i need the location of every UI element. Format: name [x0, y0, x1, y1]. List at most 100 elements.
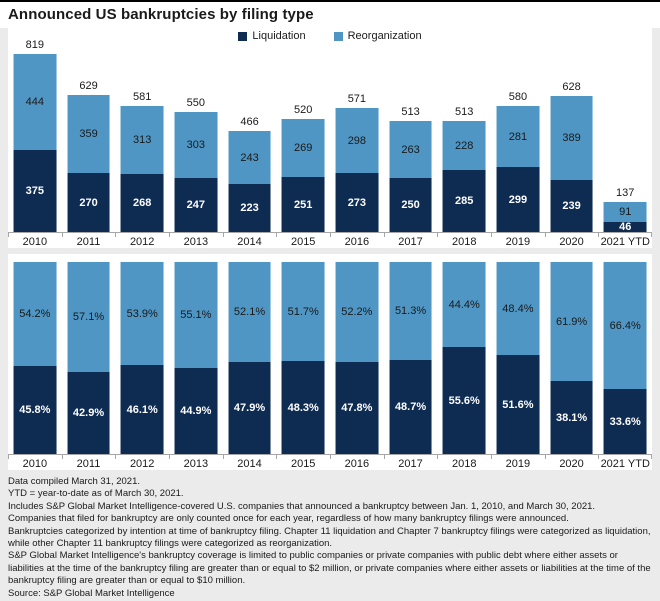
liquidation-value-label: 48.7% [394, 401, 427, 413]
liquidation-value-label: 270 [79, 196, 98, 209]
x-axis-label-2012: 2012 [129, 458, 155, 470]
page-title: Announced US bankruptcies by filing type [8, 6, 314, 23]
reorganization-value-label: 54.2% [19, 308, 51, 320]
liquidation-segment [281, 361, 325, 454]
axis-tick [330, 455, 331, 459]
reorganization-segment [67, 95, 110, 173]
reorganization-value-label: 51.3% [394, 305, 427, 317]
x-axis-label-2012: 2012 [129, 236, 155, 248]
liquidation-segment [228, 184, 271, 232]
liquidation-value-label: 223 [240, 202, 259, 214]
axis-tick [598, 455, 600, 459]
reorganization-value-label: 444 [25, 96, 45, 108]
x-axis-label-2010: 2010 [22, 236, 48, 248]
axis-tick [491, 233, 492, 237]
liquidation-value-label: 250 [401, 199, 420, 211]
stacked-bar [13, 262, 57, 454]
total-value-label: 571 [347, 93, 367, 105]
total-value-label: 628 [562, 81, 581, 93]
total-value-label: 520 [294, 104, 313, 116]
stacked-bar [603, 262, 647, 454]
liquidation-value-label: 55.6% [448, 394, 480, 407]
header: Announced US bankruptcies by filing type [0, 2, 660, 28]
counts-x-axis: 2010 2011 2012 2013 2014 2015 2016 2017 2018 2019… [8, 232, 652, 248]
liquidation-segment [550, 180, 594, 232]
stacked-bar [389, 121, 432, 232]
liquidation-segment [120, 365, 164, 454]
total-value-label: 513 [455, 106, 474, 118]
total-value-label: 513 [401, 106, 420, 118]
axis-tick [383, 455, 385, 459]
reorganization-value-label: 55.1% [180, 309, 212, 321]
bar-slot-2011: 629 359 270 [62, 28, 116, 232]
liquidation-segment [442, 170, 486, 232]
counts-chart-panel: Liquidation Reorganization 819 444 375 629 3… [8, 28, 652, 248]
axis-tick [61, 455, 63, 459]
bar-slot-2012: 53.9% 46.1% [115, 254, 169, 454]
liquidation-segment [496, 355, 540, 454]
bar-slot-2015: 520 269 251 [276, 28, 330, 232]
bar-slot-2019: 580 281 299 [491, 28, 545, 232]
stacked-bar [67, 95, 110, 232]
liquidation-segment [67, 372, 110, 454]
reorganization-value-label: 91 [619, 206, 632, 218]
stacked-bar [174, 112, 218, 232]
liquidation-value-label: 51.6% [502, 398, 534, 411]
total-value-label: 137 [616, 187, 635, 199]
liquidation-value-label: 47.9% [233, 402, 266, 414]
stacked-bar [13, 54, 57, 232]
liquidation-segment [228, 362, 271, 454]
stacked-bar [550, 262, 594, 454]
reorganization-segment [281, 262, 325, 361]
liquidation-value-label: 33.6% [609, 415, 641, 428]
x-axis-label-2016: 2016 [344, 236, 370, 248]
reorganization-segment [228, 262, 271, 362]
x-axis-label-2018: 2018 [451, 236, 477, 248]
axis-tick [8, 455, 9, 459]
total-value-label: 580 [508, 91, 528, 103]
footnotes: Data compiled March 31, 2021. YTD = year-… [0, 470, 660, 600]
axis-tick [61, 233, 63, 237]
liquidation-segment [442, 347, 486, 454]
reorganization-value-label: 359 [79, 128, 98, 140]
reorganization-segment [335, 262, 379, 362]
reorganization-segment [550, 262, 594, 381]
bar-slot-2018: 513 228 285 [437, 28, 491, 232]
percent-x-axis: 2010 2011 2012 2013 2014 2015 2016 2017 2018 2019… [8, 454, 652, 470]
stacked-bar [496, 262, 540, 454]
bar-slot-2016: 571 298 273 [330, 28, 384, 232]
liquidation-value-label: 38.1% [555, 411, 588, 424]
liquidation-value-label: 268 [133, 197, 152, 209]
axis-tick [598, 233, 600, 237]
stacked-bar [496, 106, 540, 232]
reorganization-segment [174, 262, 218, 368]
reorganization-value-label: 281 [508, 130, 528, 143]
liquidation-segment [603, 389, 647, 454]
liquidation-segment [389, 360, 432, 454]
stacked-bar [120, 106, 164, 232]
reorganization-value-label: 243 [240, 151, 259, 164]
bar-slot-2015: 51.7% 48.3% [276, 254, 330, 454]
bar-slot-2021-ytd: 66.4% 33.6% [598, 254, 652, 454]
liquidation-segment [389, 178, 432, 232]
bar-slot-2020: 628 389 239 [545, 28, 599, 232]
stacked-bar [120, 262, 164, 454]
stacked-bar [442, 262, 486, 454]
axis-tick [115, 455, 117, 459]
reorganization-segment [442, 262, 486, 347]
footnote-line: Companies that filed for bankruptcy are … [8, 513, 569, 525]
bar-slot-2010: 54.2% 45.8% [8, 254, 62, 454]
bar-slot-2013: 55.1% 44.9% [169, 254, 223, 454]
reorganization-value-label: 44.4% [448, 298, 480, 311]
axis-tick [276, 233, 278, 237]
total-value-label: 550 [186, 97, 206, 109]
reorganization-segment [120, 262, 164, 365]
reorganization-swatch-icon [333, 31, 343, 41]
x-axis-label-2010: 2010 [22, 458, 48, 470]
axis-tick [437, 233, 439, 237]
axis-tick [222, 455, 224, 459]
total-value-label: 819 [25, 39, 45, 51]
bar-slot-2018: 44.4% 55.6% [437, 254, 491, 454]
axis-tick [491, 455, 492, 459]
liquidation-segment [335, 362, 379, 454]
